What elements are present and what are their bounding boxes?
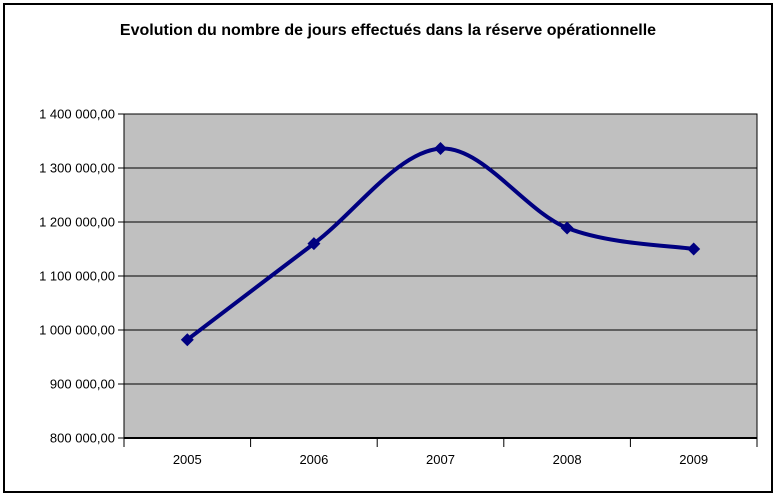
y-axis-label: 1 300 000,00 (39, 161, 115, 176)
x-axis-label: 2006 (299, 452, 328, 467)
y-axis-label: 1 100 000,00 (39, 269, 115, 284)
data-point-marker (687, 242, 701, 256)
data-point-marker (434, 142, 447, 156)
x-axis-label: 2009 (679, 452, 708, 467)
x-axis-label: 2008 (553, 452, 582, 467)
y-axis-label: 1 000 000,00 (39, 323, 115, 338)
x-axis-label: 2007 (426, 452, 455, 467)
data-point-marker (560, 221, 574, 235)
y-axis-label: 900 000,00 (50, 377, 115, 392)
data-point-marker (307, 237, 321, 251)
y-axis-label: 1 400 000,00 (39, 107, 115, 122)
data-point-marker (180, 333, 194, 347)
y-axis-label: 800 000,00 (50, 431, 115, 446)
chart-title: Evolution du nombre de jours effectués d… (0, 17, 776, 45)
y-axis-label: 1 200 000,00 (39, 215, 115, 230)
x-axis-label: 2005 (173, 452, 202, 467)
chart-title-text: Evolution du nombre de jours effectués d… (119, 22, 657, 39)
